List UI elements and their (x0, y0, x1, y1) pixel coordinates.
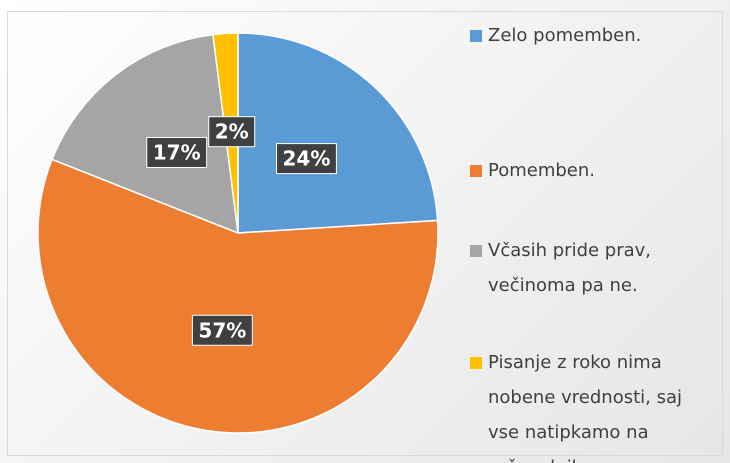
legend-label: Zelo pomemben. (488, 25, 642, 46)
legend-item: Pisanje z roko nima nobene vrednosti, sa… (470, 345, 700, 463)
legend-swatch (470, 165, 482, 177)
data-label-box (208, 116, 256, 148)
chart-border (7, 11, 723, 456)
legend-item: Pomemben. (470, 153, 700, 188)
legend-item: Včasih pride prav, večinoma pa ne. (470, 233, 700, 303)
data-label-text: 17% (153, 140, 201, 164)
data-label: 57% (191, 314, 253, 346)
legend-label: Pisanje z roko nima nobene vrednosti, sa… (488, 352, 682, 463)
data-label-box (191, 314, 253, 346)
data-label-text: 2% (215, 120, 249, 144)
data-label: 17% (146, 136, 208, 168)
legend-label: Včasih pride prav, večinoma pa ne. (488, 240, 652, 296)
legend-swatch (470, 30, 482, 42)
data-label: 24% (276, 143, 337, 175)
pie-slice (37, 158, 439, 434)
legend-item: Zelo pomemben. (470, 18, 700, 53)
data-label-text: 24% (283, 147, 331, 171)
data-label: 2% (208, 116, 256, 148)
data-label-text: 57% (198, 318, 246, 342)
legend-label: Pomemben. (488, 160, 595, 181)
pie-slice (51, 33, 239, 235)
pie-slice (237, 32, 439, 234)
legend-swatch (470, 357, 482, 369)
data-label-box (276, 143, 337, 175)
data-label-box (146, 136, 208, 168)
legend-swatch (470, 245, 482, 257)
